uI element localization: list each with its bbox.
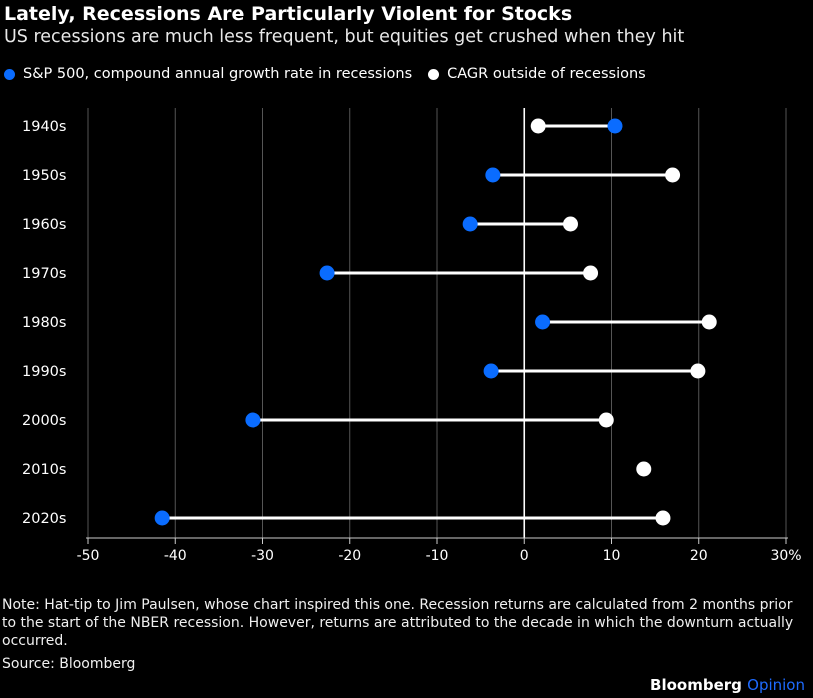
y-category-label: 2010s — [22, 462, 66, 478]
legend-label-recession: S&P 500, compound annual growth rate in … — [23, 66, 413, 82]
legend: S&P 500, compound annual growth rate in … — [4, 66, 662, 82]
point-recession — [245, 412, 261, 428]
point-outside-recession — [562, 216, 578, 232]
legend-item-recession: S&P 500, compound annual growth rate in … — [4, 66, 412, 82]
chart-note: Note: Hat-tip to Jim Paulsen, whose char… — [2, 597, 794, 649]
legend-dot-outside — [428, 68, 440, 80]
legend-dot-recession — [4, 68, 15, 80]
chart-source: Source: Bloomberg — [2, 656, 136, 672]
y-category-label: 1980s — [22, 315, 66, 331]
y-category-label: 1950s — [22, 168, 66, 184]
point-recession — [607, 118, 623, 134]
point-recession — [535, 314, 551, 330]
brand-suffix: Opinion — [747, 676, 805, 694]
point-recession — [319, 265, 335, 281]
legend-item-outside: CAGR outside of recessions — [428, 66, 646, 82]
x-tick-label: -50 — [77, 548, 100, 564]
y-category-label: 1940s — [22, 119, 66, 135]
point-outside-recession — [665, 167, 681, 183]
brand-logo: Bloomberg Opinion — [650, 676, 805, 694]
y-category-label: 2020s — [22, 511, 66, 527]
chart-title: Lately, Recessions Are Particularly Viol… — [4, 3, 573, 25]
point-recession — [154, 510, 170, 526]
point-outside-recession — [690, 363, 706, 379]
x-tick-label: 0 — [520, 548, 529, 564]
dumbbell-chart: -50 -40 -30 -20 -10 0 10 20 30% 1940s 1950s 1960s 19… — [22, 108, 802, 564]
y-category-label: 1970s — [22, 266, 66, 282]
x-tick-label: 10 — [603, 548, 621, 564]
x-tick-label: 30% — [770, 548, 801, 564]
x-tick-label: 20 — [690, 548, 708, 564]
x-tick-label: -30 — [251, 548, 274, 564]
chart-subtitle: US recessions are much less frequent, bu… — [4, 27, 685, 47]
point-recession — [483, 363, 499, 379]
x-tick-label: -40 — [164, 548, 187, 564]
x-tick-label: -20 — [338, 548, 361, 564]
point-recession — [462, 216, 478, 232]
point-outside-recession — [583, 265, 599, 281]
point-outside-recession — [598, 412, 614, 428]
y-category-label: 1960s — [22, 217, 66, 233]
x-tick-label: -10 — [426, 548, 449, 564]
point-outside-recession — [701, 314, 717, 330]
legend-label-outside: CAGR outside of recessions — [447, 66, 646, 82]
point-outside-recession — [530, 118, 546, 134]
point-outside-recession — [655, 510, 671, 526]
brand-name: Bloomberg — [650, 676, 742, 694]
point-outside-recession — [636, 461, 652, 477]
y-category-label: 1990s — [22, 364, 66, 380]
y-category-label: 2000s — [22, 413, 66, 429]
point-recession — [485, 167, 501, 183]
